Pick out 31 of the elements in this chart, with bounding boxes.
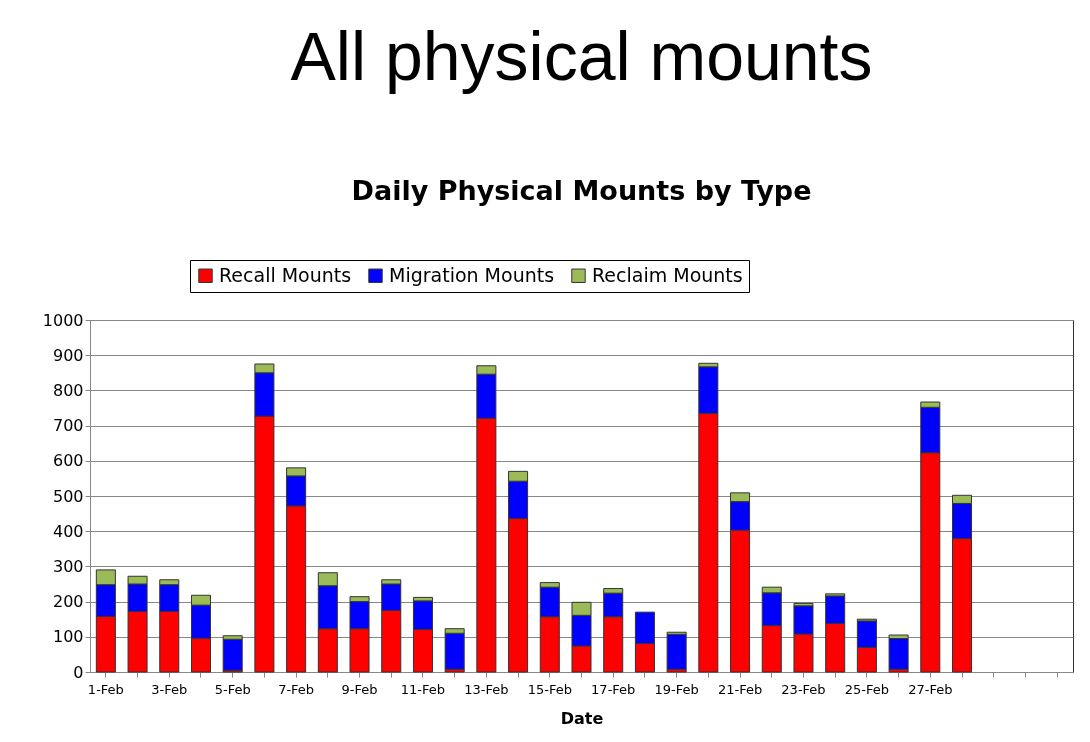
x-tick-label: 3-Feb [151,681,188,697]
x-tick-label: 5-Feb [214,681,251,697]
y-tick-label: 200 [52,592,84,612]
chart-title: All physical mounts [290,17,873,94]
legend-label: Reclaim Mounts [592,263,743,286]
x-tick-label: 25-Feb [844,681,890,697]
x-tick-label: 9-Feb [341,681,378,697]
y-tick-label: 700 [52,416,84,436]
y-tick-label: 600 [52,451,84,471]
y-tick-label: 400 [52,521,84,541]
chart-subtitle: Daily Physical Mounts by Type [351,174,812,206]
y-tick-label: 800 [52,380,84,400]
x-tick-label: 19-Feb [654,681,699,697]
x-tick-label: 21-Feb [717,681,763,697]
legend-label: Recall Mounts [219,263,352,286]
x-tick-label: 17-Feb [591,681,636,697]
x-tick-label: 7-Feb [278,681,315,697]
y-tick-label: 1000 [42,310,84,330]
x-axis-title: Date [560,708,604,728]
y-tick-label: 0 [73,662,84,682]
x-tick-label: 27-Feb [908,681,953,697]
y-tick-label: 100 [52,627,84,647]
y-tick-label: 300 [52,556,84,576]
x-tick-label: 15-Feb [527,681,572,697]
x-tick-label: 23-Feb [781,681,826,697]
x-tick-label: 1-Feb [87,681,124,697]
y-tick-label: 500 [52,486,84,506]
x-tick-label: 13-Feb [464,681,509,697]
y-tick-label: 900 [52,345,84,365]
x-tick-label: 11-Feb [400,681,446,697]
legend-label: Migration Mounts [389,263,555,286]
